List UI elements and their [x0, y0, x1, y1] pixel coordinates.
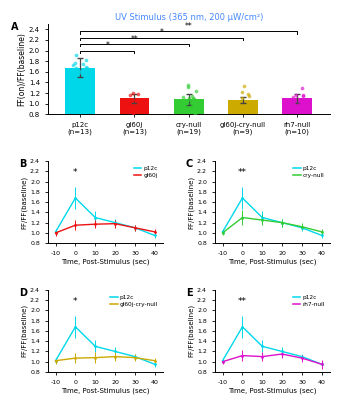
- Text: **: **: [185, 22, 192, 31]
- Point: [127, 92, 133, 98]
- Point: [178, 99, 184, 106]
- Point: [132, 108, 137, 114]
- Point: [83, 57, 89, 63]
- Point: [246, 92, 252, 99]
- Text: *: *: [105, 41, 109, 50]
- Point: [186, 84, 191, 90]
- Point: [300, 84, 305, 91]
- Y-axis label: FF(on)/FF(baseline): FF(on)/FF(baseline): [17, 32, 26, 106]
- Point: [180, 94, 186, 101]
- X-axis label: Time, Post-Stimulus (sec): Time, Post-Stimulus (sec): [61, 388, 150, 394]
- Text: *: *: [73, 297, 78, 306]
- Point: [84, 64, 89, 71]
- Point: [79, 70, 84, 77]
- Point: [191, 97, 197, 103]
- Text: **: **: [131, 35, 138, 44]
- Y-axis label: FF/FF(baseline): FF/FF(baseline): [21, 304, 27, 358]
- Point: [135, 96, 140, 103]
- Point: [290, 94, 295, 100]
- Legend: p12c, gl60j: p12c, gl60j: [132, 164, 160, 180]
- Bar: [65, 68, 95, 157]
- Point: [185, 97, 191, 104]
- Bar: [228, 100, 258, 157]
- Point: [291, 99, 297, 105]
- Point: [137, 98, 143, 104]
- Point: [244, 105, 249, 111]
- X-axis label: Time, Post-Stimulus (sec): Time, Post-Stimulus (sec): [228, 388, 317, 394]
- Point: [78, 69, 83, 76]
- Bar: [282, 98, 312, 157]
- Text: A: A: [11, 22, 18, 32]
- Point: [240, 88, 245, 95]
- Point: [84, 64, 89, 70]
- Point: [239, 95, 244, 102]
- Point: [131, 112, 136, 118]
- Point: [189, 92, 194, 99]
- Point: [294, 92, 299, 98]
- Point: [74, 64, 79, 71]
- Point: [130, 97, 135, 104]
- Point: [131, 112, 137, 119]
- Point: [242, 107, 247, 114]
- Y-axis label: FF/FF(baseline): FF/FF(baseline): [188, 304, 194, 358]
- Legend: p12c, gl60j-cry-null: p12c, gl60j-cry-null: [108, 293, 160, 309]
- Bar: [174, 100, 204, 157]
- Point: [241, 82, 246, 89]
- Point: [191, 99, 197, 106]
- Point: [182, 97, 188, 104]
- Point: [134, 98, 139, 104]
- Point: [192, 110, 198, 117]
- Point: [81, 66, 86, 72]
- Point: [78, 78, 84, 84]
- X-axis label: Time, Post-Stimulus (sec): Time, Post-Stimulus (sec): [61, 258, 150, 265]
- Point: [135, 91, 140, 97]
- Text: C: C: [186, 159, 193, 169]
- Point: [233, 101, 239, 107]
- Point: [185, 100, 190, 106]
- Title: UV Stimulus (365 nm, 200 μW/cm²): UV Stimulus (365 nm, 200 μW/cm²): [115, 13, 263, 22]
- Point: [134, 106, 139, 112]
- Point: [73, 52, 79, 58]
- Point: [80, 61, 85, 67]
- Text: B: B: [19, 159, 26, 169]
- Point: [245, 91, 250, 97]
- Point: [190, 103, 195, 109]
- Text: **: **: [238, 168, 247, 178]
- Point: [130, 96, 135, 103]
- Point: [185, 82, 190, 88]
- Point: [77, 68, 82, 74]
- X-axis label: Time, Post-Stimulus (sec): Time, Post-Stimulus (sec): [228, 258, 317, 265]
- Text: D: D: [19, 288, 27, 298]
- Point: [298, 100, 303, 106]
- Text: *: *: [159, 28, 164, 37]
- Bar: [119, 98, 149, 157]
- Point: [300, 92, 305, 99]
- Point: [131, 90, 136, 96]
- Point: [290, 102, 295, 108]
- Point: [186, 94, 192, 101]
- Point: [234, 100, 239, 107]
- Text: *: *: [73, 168, 78, 178]
- Legend: p12c, rh7-null: p12c, rh7-null: [290, 293, 327, 309]
- Point: [191, 94, 196, 101]
- Point: [290, 106, 296, 112]
- Text: **: **: [238, 297, 247, 306]
- Legend: p12c, cry-null: p12c, cry-null: [291, 164, 327, 180]
- Point: [72, 60, 78, 66]
- Point: [131, 108, 136, 115]
- Point: [71, 61, 76, 68]
- Text: E: E: [186, 288, 192, 298]
- Point: [193, 87, 199, 94]
- Point: [193, 107, 198, 113]
- Y-axis label: FF/FF(baseline): FF/FF(baseline): [188, 176, 194, 229]
- Point: [300, 92, 306, 99]
- Y-axis label: FF/FF(baseline): FF/FF(baseline): [21, 176, 27, 229]
- Point: [180, 105, 185, 112]
- Point: [191, 96, 197, 102]
- Point: [301, 98, 307, 104]
- Point: [191, 98, 196, 105]
